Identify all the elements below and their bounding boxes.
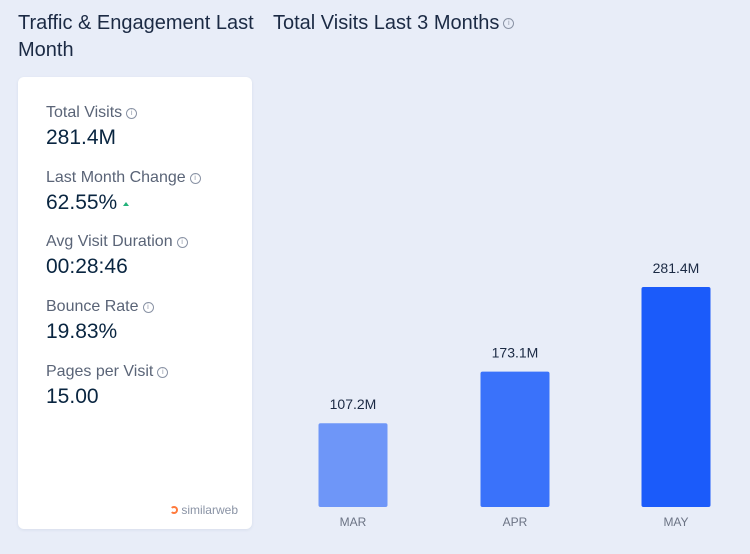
metrics-card: Total Visits i 281.4M Last Month Change … xyxy=(18,77,252,529)
info-icon[interactable]: i xyxy=(142,301,154,313)
metric-last-month-change: Last Month Change i 62.55% xyxy=(46,168,201,215)
brand-name: similarweb xyxy=(181,503,238,517)
metric-label: Avg Visit Duration xyxy=(46,233,173,250)
bar-mar[interactable] xyxy=(318,423,388,507)
metric-avg-visit-duration: Avg Visit Duration i 00:28:46 xyxy=(46,232,188,279)
metric-value: 19.83% xyxy=(46,320,118,343)
metric-label: Bounce Rate xyxy=(46,298,139,315)
metric-label: Last Month Change xyxy=(46,169,186,186)
metric-value: 62.55% xyxy=(46,191,118,214)
metric-value: 15.00 xyxy=(46,385,99,408)
info-icon[interactable]: i xyxy=(126,107,138,119)
data-label-mar: 107.2M xyxy=(330,396,377,412)
x-tick-label-mar: MAR xyxy=(340,515,367,529)
similarweb-icon xyxy=(170,506,179,514)
info-icon[interactable]: i xyxy=(157,366,169,378)
data-label-apr: 173.1M xyxy=(492,345,539,361)
metric-value: 00:28:46 xyxy=(46,255,128,278)
metric-value: 281.4M xyxy=(46,126,117,149)
info-icon[interactable]: i xyxy=(176,236,188,248)
info-icon[interactable]: i xyxy=(189,172,201,184)
x-tick-label-apr: APR xyxy=(503,515,528,529)
bar-apr[interactable] xyxy=(480,371,550,507)
info-icon[interactable]: i xyxy=(503,18,515,29)
section-title: Traffic & Engagement Last Month xyxy=(18,12,254,61)
metric-label: Total Visits xyxy=(46,104,123,121)
bar-may[interactable] xyxy=(641,287,711,507)
brand-logo: similarweb xyxy=(170,503,238,517)
data-label-may: 281.4M xyxy=(653,260,700,276)
metric-pages-per-visit: Pages per Visit i 15.00 xyxy=(46,362,169,409)
x-tick-label-may: MAY xyxy=(663,515,688,529)
trend-up-icon xyxy=(123,202,130,206)
chart-title: Total Visits Last 3 Months xyxy=(273,12,500,34)
metric-label: Pages per Visit xyxy=(46,363,154,380)
metric-bounce-rate: Bounce Rate i 19.83% xyxy=(46,297,154,344)
chart-title-container: Total Visits Last 3 Months i xyxy=(273,10,515,37)
metric-total-visits: Total Visits i 281.4M xyxy=(46,103,138,150)
